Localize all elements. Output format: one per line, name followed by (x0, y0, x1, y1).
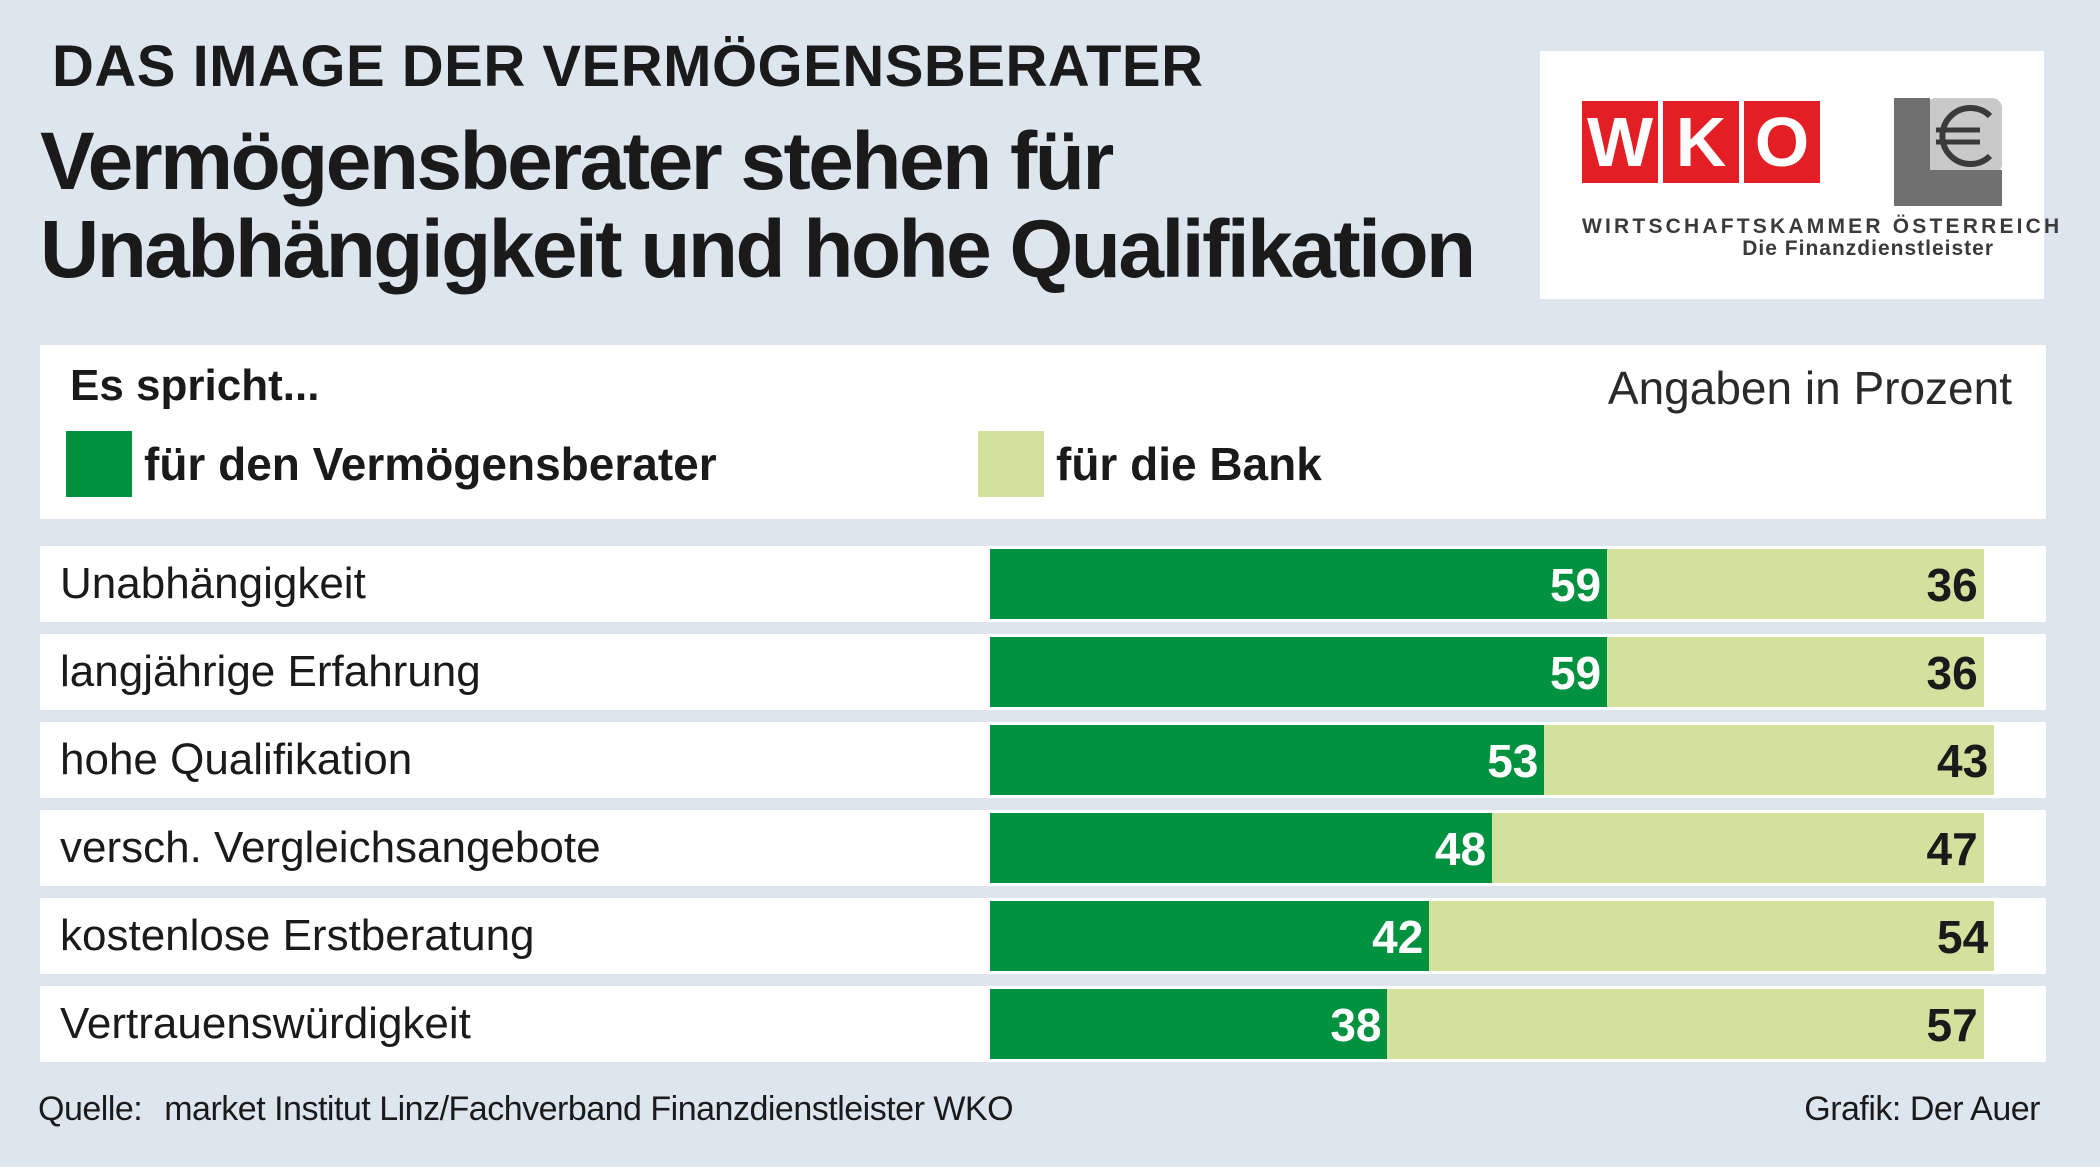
logo-division: Die Finanzdienstleister (1742, 237, 1994, 260)
value-label-bank: 36 (1926, 647, 1978, 699)
bar-bank (1429, 901, 1995, 971)
unit-label: Angaben in Prozent (1607, 362, 2012, 414)
bar-vermoegensberater (990, 637, 1608, 707)
category-label: versch. Vergleichsangebote (60, 823, 601, 872)
bar-bank (1492, 813, 1984, 883)
bar-bank (1387, 989, 1984, 1059)
value-label-vermoegensberater: 53 (1487, 735, 1539, 787)
value-label-vermoegensberater: 48 (1434, 823, 1487, 875)
bar-vermoegensberater (990, 813, 1493, 883)
category-label: langjährige Erfahrung (60, 647, 481, 696)
bar-vermoegensberater (990, 901, 1430, 971)
bar-vermoegensberater (990, 549, 1608, 619)
chart-title-line-1: Vermögensberater stehen für (40, 116, 1114, 207)
category-label: hohe Qualifikation (60, 735, 413, 784)
bar-area: 42 54 (990, 901, 2036, 971)
bar-row-langjaehrige-erfahrung: langjährige Erfahrung 59 36 (40, 634, 2046, 710)
chart-title: Vermögensberater stehen für Unabhängigke… (40, 118, 1520, 293)
value-label-bank: 47 (1926, 823, 1978, 875)
source-note: Quelle: market Institut Linz/Fachverband … (38, 1090, 1014, 1129)
bar-bank (1544, 725, 1995, 795)
logo-letter-o: O (1744, 101, 1820, 183)
legend: Es spricht... Angaben in Prozent für den… (40, 345, 2046, 519)
category-label: kostenlose Erstberatung (60, 911, 535, 960)
legend-label-vermoegensberater: für den Vermögensberater (144, 438, 717, 490)
value-label-vermoegensberater: 59 (1549, 559, 1602, 611)
legend-item-bank: für die Bank (978, 431, 1322, 497)
wko-logo: W K O WIRTSCHAFTSKAMMER ÖSTERREICH Die F… (1540, 51, 2063, 299)
logo-letters: W K O (1582, 101, 1825, 183)
bar-chart: Unabhängigkeit 59 36 langjährige Erfahrung 5… (40, 546, 2046, 1074)
chart-title-line-2: Unabhängigkeit und hohe Qualifikation (40, 203, 1476, 295)
bar-row-kostenlose-erstberatung: kostenlose Erstberatung 42 54 (40, 898, 2046, 974)
chart-header: DAS IMAGE DER VERMÖGENSBERATER Vermögens… (40, 38, 1520, 293)
value-label-bank: 54 (1937, 911, 1989, 963)
bar-area: 59 36 (990, 637, 2036, 707)
legend-heading: Es spricht... (70, 361, 320, 410)
bar-area: 38 57 (990, 989, 2036, 1059)
bar-bank (1607, 637, 1984, 707)
bar-row-vertrauenswuerdigkeit: Vertrauenswürdigkeit 38 57 (40, 986, 2046, 1062)
legend-swatch-bank (978, 431, 1044, 497)
legend-item-vermoegensberater: für den Vermögensberater (66, 431, 717, 497)
value-label-vermoegensberater: 38 (1330, 999, 1382, 1051)
category-label: Unabhängigkeit (60, 559, 366, 608)
category-label: Vertrauenswürdigkeit (60, 999, 471, 1048)
euro-icon (1892, 96, 2004, 208)
legend-label-bank: für die Bank (1056, 438, 1322, 490)
value-label-bank: 57 (1926, 999, 1978, 1051)
bar-row-versch-vergleichsangebote: versch. Vergleichsangebote 48 47 (40, 810, 2046, 886)
value-label-bank: 36 (1926, 559, 1978, 611)
source-text: market Institut Linz/Fachverband Finanzd… (164, 1090, 1014, 1128)
logo-letter-w: W (1582, 101, 1658, 183)
logo-letter-k: K (1663, 101, 1739, 183)
logo-organization: WIRTSCHAFTSKAMMER ÖSTERREICH (1582, 215, 2063, 238)
chart-kicker: DAS IMAGE DER VERMÖGENSBERATER (52, 34, 1204, 99)
legend-swatch-vermoegensberater (66, 431, 132, 497)
bar-vermoegensberater (990, 725, 1545, 795)
value-label-vermoegensberater: 42 (1372, 911, 1424, 963)
bar-area: 48 47 (990, 813, 2036, 883)
graphic-credit: Grafik: Der Auer (1804, 1090, 2040, 1128)
bar-bank (1607, 549, 1984, 619)
bar-vermoegensberater (990, 989, 1388, 1059)
value-label-vermoegensberater: 59 (1549, 647, 1602, 699)
bar-row-hohe-qualifikation: hohe Qualifikation 53 43 (40, 722, 2046, 798)
source-label: Quelle: (38, 1090, 143, 1128)
value-label-bank: 43 (1937, 735, 1989, 787)
bar-area: 53 43 (990, 725, 2036, 795)
bar-row-unabhaengigkeit: Unabhängigkeit 59 36 (40, 546, 2046, 622)
bar-area: 59 36 (990, 549, 2036, 619)
